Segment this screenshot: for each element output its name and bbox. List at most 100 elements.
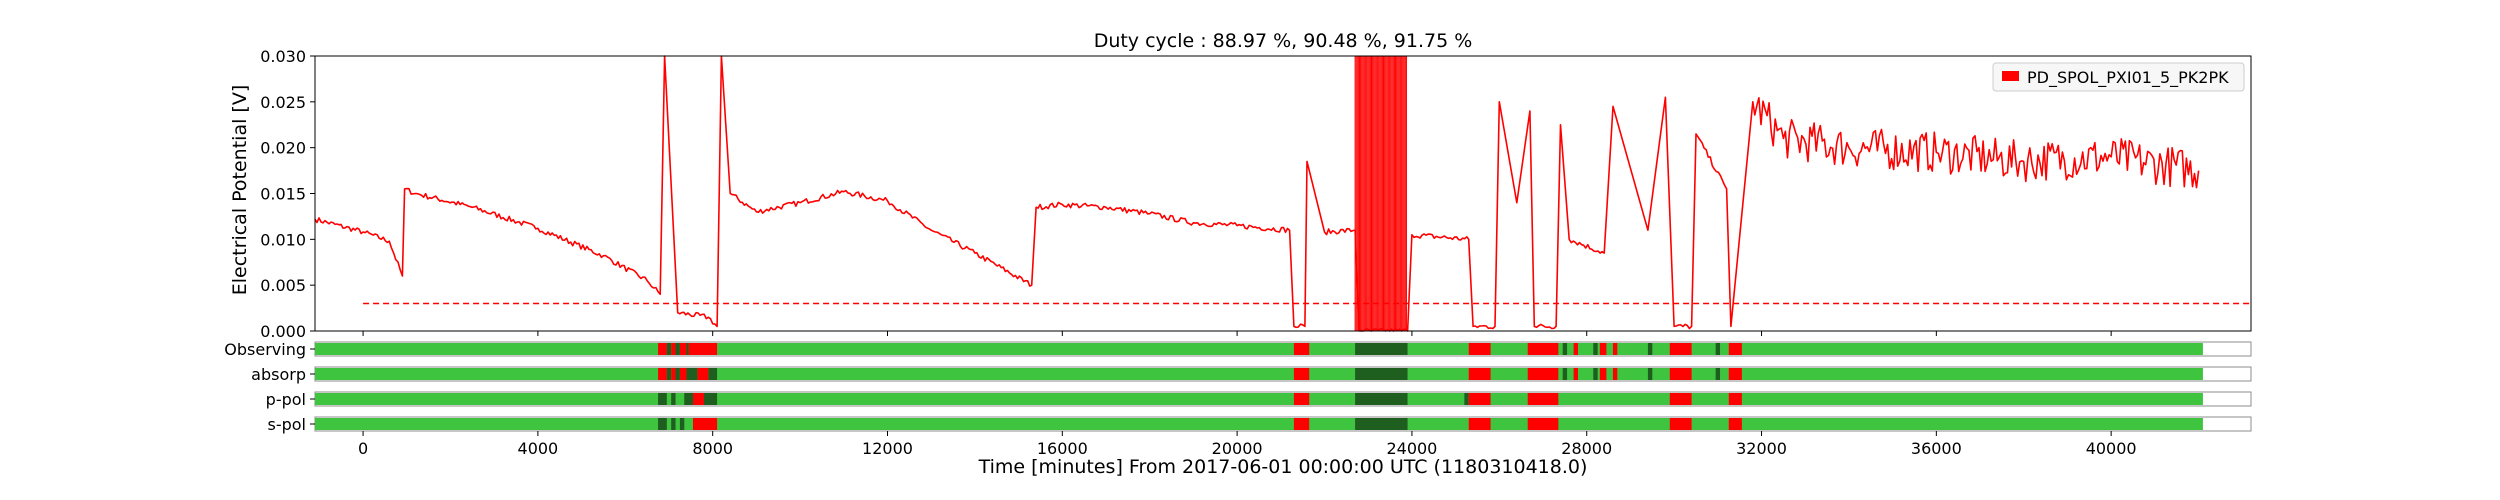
chart-title: Duty cycle : 88.97 %, 90.48 %, 91.75 %: [1094, 30, 1473, 52]
x-tick-label: 8000: [692, 439, 733, 458]
state-row-label: s-pol: [268, 415, 307, 434]
state-off-segment: [1293, 418, 1310, 430]
state-flag-segment: [675, 368, 680, 380]
state-off-segment: [1669, 368, 1692, 380]
x-tick-label: 32000: [1736, 439, 1787, 458]
state-off-segment: [1293, 393, 1310, 405]
plot-background: [315, 56, 2251, 331]
state-flag-segment: [1464, 393, 1469, 405]
state-off-segment: [1573, 368, 1578, 380]
y-tick-label: 0.025: [260, 93, 306, 112]
x-tick-label: 0: [358, 439, 368, 458]
state-off-segment: [1573, 343, 1578, 355]
x-axis-label: Time [minutes] From 2017-06-01 00:00:00 …: [978, 456, 1588, 478]
state-off-segment: [693, 418, 718, 430]
state-flag-segment: [658, 418, 667, 430]
state-off-segment: [688, 343, 718, 355]
y-tick-label: 0.015: [260, 185, 306, 204]
y-tick-label: 0.020: [260, 139, 306, 158]
state-off-segment: [1612, 343, 1618, 355]
state-row-label: absorp: [251, 365, 306, 384]
state-flag-segment: [1355, 343, 1408, 355]
x-tick-label: 28000: [1561, 439, 1612, 458]
state-flag-segment: [1593, 343, 1598, 355]
state-off-segment: [1599, 343, 1607, 355]
series-layer: [314, 55, 2200, 332]
state-flag-segment: [1715, 343, 1721, 355]
state-off-segment: [1293, 368, 1310, 380]
state-off-segment: [1527, 393, 1559, 405]
state-flag-segment: [666, 343, 672, 355]
state-flag-segment: [1355, 393, 1408, 405]
state-off-segment: [671, 343, 676, 355]
y-tick-label: 0.000: [260, 322, 306, 341]
state-off-segment: [1468, 368, 1491, 380]
y-tick-label: 0.005: [260, 276, 306, 295]
state-active-segment: [315, 343, 2203, 355]
state-off-segment: [1728, 393, 1742, 405]
x-tick-labels: 0 4000 8000 12000 16000 20000 24000 28000 32000 3…: [358, 331, 2137, 458]
state-off-segment: [1468, 418, 1491, 430]
state-row-label: Observing: [224, 340, 306, 359]
x-tick-label: 20000: [1212, 439, 1263, 458]
state-off-segment: [697, 368, 709, 380]
state-flag-segment: [686, 343, 689, 355]
state-active-segment: [315, 418, 2203, 430]
y-axis-label: Electrical Potential [V]: [229, 85, 251, 295]
y-tick-label: 0.010: [260, 230, 306, 249]
state-off-segment: [1728, 343, 1742, 355]
x-tick-label: 24000: [1386, 439, 1437, 458]
state-flag-segment: [684, 393, 694, 405]
state-off-segment: [693, 393, 704, 405]
state-flag-segment: [1647, 343, 1653, 355]
state-flag-segment: [1355, 418, 1408, 430]
state-off-segment: [1293, 343, 1310, 355]
state-off-segment: [1468, 393, 1491, 405]
x-tick-label: 16000: [1037, 439, 1088, 458]
state-flag-segment: [1647, 368, 1653, 380]
state-off-segment: [1599, 368, 1607, 380]
state-off-segment: [1669, 418, 1692, 430]
state-off-segment: [1527, 368, 1559, 380]
y-tick-labels: 0.000 0.005 0.010 0.015 0.020 0.025 0.030: [260, 47, 315, 341]
state-off-segment: [671, 368, 676, 380]
legend-label: PD_SPOL_PXI01_5_PK2PK: [2027, 68, 2229, 88]
state-off-segment: [658, 368, 667, 380]
state-flag-segment: [679, 418, 685, 430]
state-flag-segment: [666, 368, 672, 380]
main-plot-area: [315, 56, 2251, 331]
state-off-segment: [658, 343, 667, 355]
state-flag-segment: [1562, 368, 1568, 380]
x-tick-label: 4000: [518, 439, 559, 458]
x-tick-label: 36000: [1911, 439, 1962, 458]
legend-box: [1992, 62, 2245, 92]
state-flag-segment: [708, 368, 718, 380]
state-row-label: p-pol: [266, 390, 306, 409]
state-flag-segment: [671, 393, 676, 405]
state-off-segment: [1728, 418, 1742, 430]
state-off-segment: [1527, 418, 1559, 430]
state-off-segment: [1669, 343, 1692, 355]
state-off-segment: [1527, 343, 1559, 355]
state-flag-segment: [1562, 343, 1568, 355]
state-off-segment: [679, 368, 687, 380]
series-line: [314, 55, 2200, 332]
state-flag-segment: [671, 418, 676, 430]
state-active-segment: [315, 393, 2203, 405]
state-off-segment: [1468, 343, 1491, 355]
state-off-segment: [1612, 368, 1618, 380]
state-segments: Observing absorp p-pol s-pol: [224, 340, 2252, 434]
state-active-segment: [315, 368, 2203, 380]
legend: PD_SPOL_PXI01_5_PK2PK: [1992, 62, 2245, 92]
state-flag-segment: [658, 393, 667, 405]
state-off-segment: [1728, 368, 1742, 380]
state-flag-segment: [1355, 368, 1408, 380]
legend-swatch-icon: [2002, 71, 2019, 81]
x-tick-label: 12000: [862, 439, 913, 458]
state-flag-segment: [686, 368, 698, 380]
state-flag-segment: [675, 343, 680, 355]
state-flag-segment: [1715, 368, 1721, 380]
state-off-segment: [679, 343, 687, 355]
state-off-segment: [1669, 393, 1692, 405]
